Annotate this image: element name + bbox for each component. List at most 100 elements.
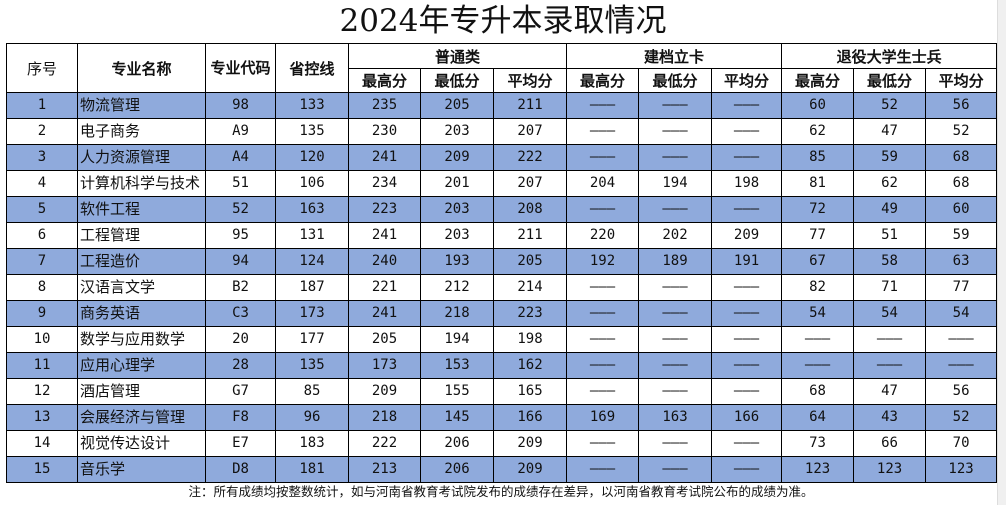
cell-regular-min: 206 [420,456,494,483]
cell-regular-max: 222 [348,430,421,457]
cell-veteran-min: 52 [853,92,927,119]
cell-poverty-min: ——— [638,326,713,353]
cell-regular-avg: 222 [492,144,568,171]
cell-major-code: 94 [205,248,276,275]
table-row: 3 人力资源管理 A4 120 241 209 222 ——— ——— ——— 85 59 68 [6,144,998,171]
cell-poverty-avg: ——— [711,430,783,457]
cell-veteran-min: 54 [853,300,927,327]
header-avg: 平均分 [492,68,568,93]
header-avg: 平均分 [925,68,998,93]
cell-major-name: 商务英语 [77,300,206,327]
cell-regular-max: 209 [348,378,421,405]
cell-seq: 4 [6,170,78,197]
cell-veteran-max: 73 [781,430,855,457]
header-control-line: 省控线 [275,43,349,93]
table-row: 10 数学与应用数学 20 177 205 194 198 ——— ——— ——— ——— ——— ——… [6,326,998,353]
cell-seq: 9 [6,300,78,327]
cell-veteran-min: 59 [853,144,927,171]
admission-table: 序号 专业名称 专业代码 省控线 普通类 建档立卡 退役大学生士兵 最高分 最低… [6,43,998,483]
cell-poverty-avg: ——— [711,352,783,379]
cell-major-name: 人力资源管理 [77,144,206,171]
cell-veteran-avg: 56 [925,92,998,119]
cell-regular-max: 205 [348,326,421,353]
cell-veteran-avg: 59 [925,222,998,249]
cell-poverty-min: ——— [638,352,713,379]
cell-veteran-avg: 60 [925,196,998,223]
cell-regular-avg: 214 [492,274,568,301]
cell-regular-max: 218 [348,404,421,431]
cell-veteran-avg: ——— [925,326,998,353]
cell-veteran-avg: 70 [925,430,998,457]
cell-regular-min: 203 [420,118,494,145]
table-row: 11 应用心理学 28 135 173 153 162 ——— ——— ——— ——— ——— ——— [6,352,998,379]
cell-regular-avg: 208 [492,196,568,223]
cell-seq: 12 [6,378,78,405]
cell-seq: 1 [6,92,78,119]
cell-veteran-max: 68 [781,378,855,405]
cell-poverty-max: ——— [566,274,640,301]
cell-seq: 13 [6,404,78,431]
table-row: 7 工程造价 94 124 240 193 205 192 189 191 67 58 63 [6,248,998,275]
cell-poverty-max: ——— [566,326,640,353]
cell-poverty-avg: ——— [711,378,783,405]
cell-regular-avg: 207 [492,118,568,145]
table-row: 5 软件工程 52 163 223 203 208 ——— ——— ——— 72 49 60 [6,196,998,223]
cell-veteran-min: ——— [853,326,927,353]
header-group-veteran: 退役大学生士兵 [781,43,998,69]
cell-major-code: F8 [205,404,276,431]
cell-poverty-max: 220 [566,222,640,249]
cell-veteran-min: 51 [853,222,927,249]
cell-control-line: 85 [275,378,349,405]
cell-control-line: 131 [275,222,349,249]
cell-major-name: 音乐学 [77,456,206,483]
cell-poverty-avg: ——— [711,92,783,119]
header-group-regular: 普通类 [347,43,568,69]
cell-poverty-max: ——— [566,144,640,171]
cell-regular-max: 241 [348,222,421,249]
cell-veteran-min: 58 [853,248,927,275]
cell-regular-max: 241 [348,144,421,171]
header-max: 最高分 [781,68,855,93]
cell-regular-avg: 211 [492,92,568,119]
table-row: 1 物流管理 98 133 235 205 211 ——— ——— ——— 60 52 56 [6,92,998,119]
page-title: 2024年专升本录取情况 [339,3,667,39]
cell-control-line: 120 [275,144,349,171]
table-row: 9 商务英语 C3 173 241 218 223 ——— ——— ——— 54 54 54 [6,300,998,327]
cell-control-line: 135 [275,118,349,145]
cell-veteran-min: 49 [853,196,927,223]
cell-control-line: 181 [275,456,349,483]
cell-control-line: 133 [275,92,349,119]
cell-veteran-avg: 52 [925,118,998,145]
cell-major-code: B2 [205,274,276,301]
cell-major-name: 视觉传达设计 [77,430,206,457]
cell-regular-avg: 223 [492,300,568,327]
cell-regular-min: 201 [420,170,494,197]
scrollbar[interactable] [997,0,1006,505]
cell-regular-max: 235 [348,92,421,119]
cell-poverty-max: ——— [566,378,640,405]
cell-poverty-avg: ——— [711,118,783,145]
cell-poverty-min: 194 [638,170,713,197]
cell-poverty-min: 163 [638,404,713,431]
cell-veteran-avg: 68 [925,170,998,197]
cell-poverty-max: 169 [566,404,640,431]
cell-poverty-min: ——— [638,300,713,327]
cell-control-line: 135 [275,352,349,379]
cell-major-name: 汉语言文学 [77,274,206,301]
cell-seq: 5 [6,196,78,223]
cell-regular-avg: 166 [492,404,568,431]
cell-poverty-avg: ——— [711,274,783,301]
header-seq: 序号 [6,43,78,93]
cell-veteran-min: 43 [853,404,927,431]
cell-poverty-avg: ——— [711,456,783,483]
header-min: 最低分 [853,68,927,93]
cell-poverty-max: 192 [566,248,640,275]
cell-control-line: 96 [275,404,349,431]
cell-major-name: 酒店管理 [77,378,206,405]
header-max: 最高分 [348,68,421,93]
cell-poverty-avg: 166 [711,404,783,431]
cell-major-code: 28 [205,352,276,379]
cell-regular-avg: 165 [492,378,568,405]
cell-major-code: C3 [205,300,276,327]
cell-veteran-min: 47 [853,378,927,405]
